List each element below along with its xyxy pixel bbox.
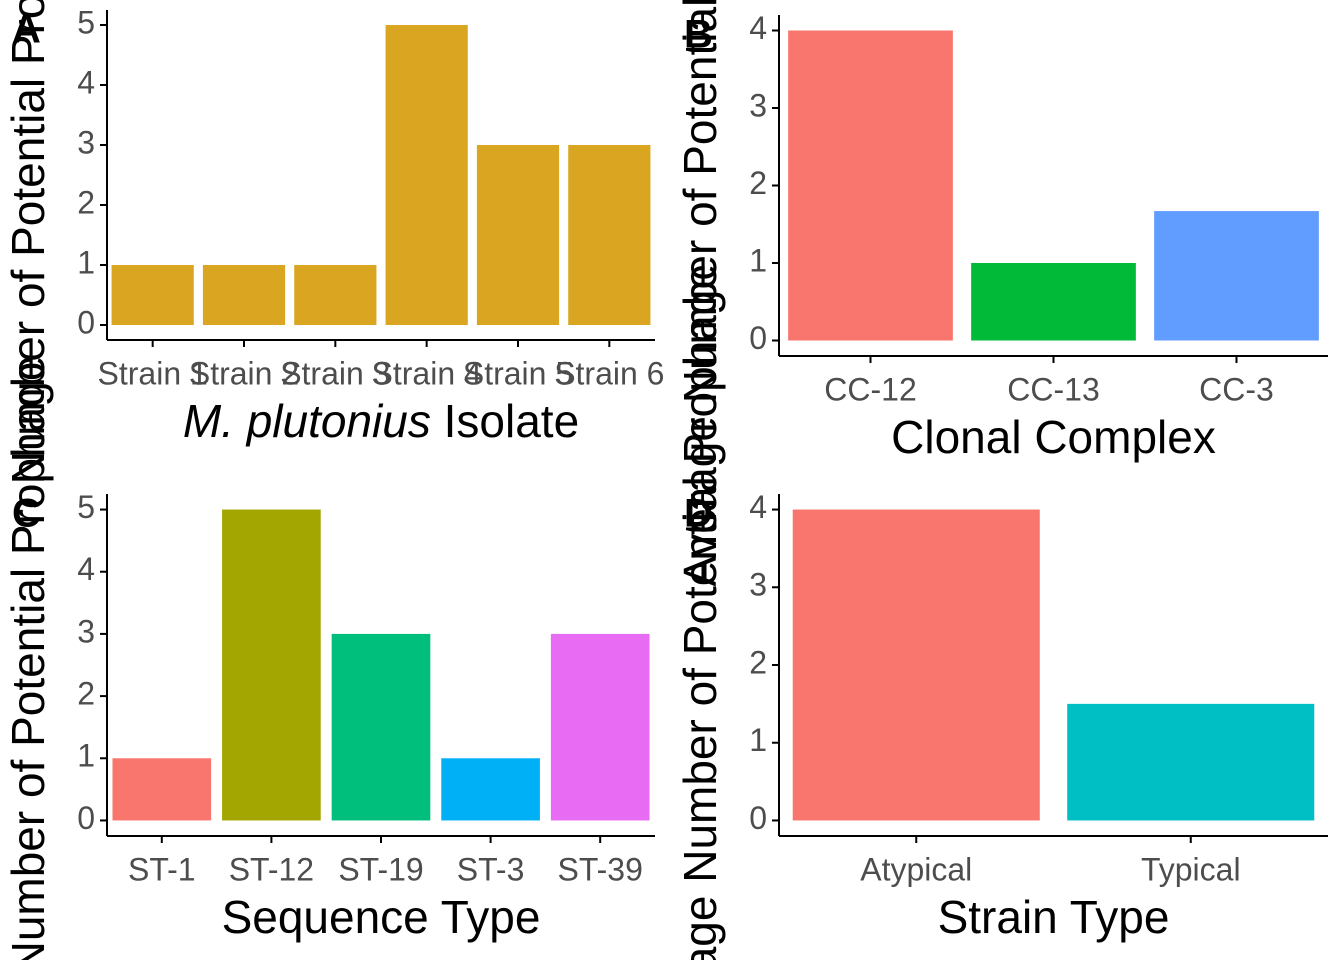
panel-label: C [12,492,41,536]
x-axis-title: Strain Type [938,891,1170,943]
x-tick-label: ST-39 [558,851,643,887]
y-axis-title: Number of Potential Prophage [2,356,54,960]
x-tick-label: Atypical [860,851,972,887]
y-tick-label: 0 [77,800,95,836]
y-tick-label: 0 [749,320,767,356]
x-tick-label: ST-12 [229,851,314,887]
bar [568,145,651,325]
x-axis-title: Sequence Type [222,891,541,943]
y-tick-label: 2 [77,184,95,220]
x-tick-label: Strain 2 [189,355,299,391]
bar [331,633,431,821]
bar [111,265,194,325]
y-tick-label: 4 [749,10,767,46]
panel-label: B [684,13,713,57]
y-tick-label: 4 [77,551,95,587]
y-tick-label: 4 [77,64,95,100]
x-axis-title-part: Sequence Type [222,891,541,943]
x-tick-label: ST-3 [457,851,525,887]
x-tick-label: Strain 3 [280,355,390,391]
x-axis-title: Clonal Complex [891,411,1216,463]
bar [441,758,540,821]
y-tick-label: 3 [749,87,767,123]
y-axis-title: Number of Potential Prophage [2,0,54,484]
y-tick-label: 2 [749,165,767,201]
y-tick-label: 2 [749,644,767,680]
x-tick-label: ST-19 [338,851,423,887]
bar [550,633,650,821]
bar [222,509,321,821]
bar [112,758,212,821]
x-tick-label: CC-3 [1199,371,1274,407]
y-tick-label: 4 [749,489,767,525]
y-tick-label: 3 [749,567,767,603]
y-tick-label: 3 [77,124,95,160]
x-axis-title: M. plutonius Isolate [183,395,579,447]
y-tick-label: 5 [77,489,95,525]
y-tick-label: 1 [77,244,95,280]
x-tick-label: CC-12 [824,371,916,407]
y-tick-label: 0 [749,800,767,836]
bar [792,509,1040,821]
y-tick-label: 5 [77,4,95,40]
x-axis-title-part: M. plutonius [183,395,431,447]
x-tick-label: Strain 6 [554,355,664,391]
y-tick-label: 1 [749,722,767,758]
y-tick-label: 2 [77,676,95,712]
bar [476,145,560,325]
y-tick-label: 1 [749,242,767,278]
y-tick-label: 3 [77,613,95,649]
x-axis-title-part: Isolate [431,395,579,447]
bar [1154,211,1319,341]
x-axis-title-part: Strain Type [938,891,1170,943]
bar [788,30,953,341]
bar [385,25,468,325]
panel-label: A [12,8,41,52]
x-tick-label: CC-13 [1007,371,1099,407]
bar [294,265,377,325]
bar [1067,703,1315,821]
bar [971,263,1136,341]
y-tick-label: 0 [77,304,95,340]
x-axis-title-part: Clonal Complex [891,411,1216,463]
x-tick-label: ST-1 [128,851,196,887]
y-tick-label: 1 [77,738,95,774]
y-axis-title: Average Number of Potential Prophage [674,264,726,960]
bar [202,265,286,325]
x-tick-label: Typical [1141,851,1241,887]
x-tick-label: Strain 1 [98,355,208,391]
panel-label: D [684,492,713,536]
y-axis-title: Average Number of Potential Prophage [674,0,726,587]
x-tick-label: Strain 4 [372,355,482,391]
x-tick-label: Strain 5 [463,355,573,391]
